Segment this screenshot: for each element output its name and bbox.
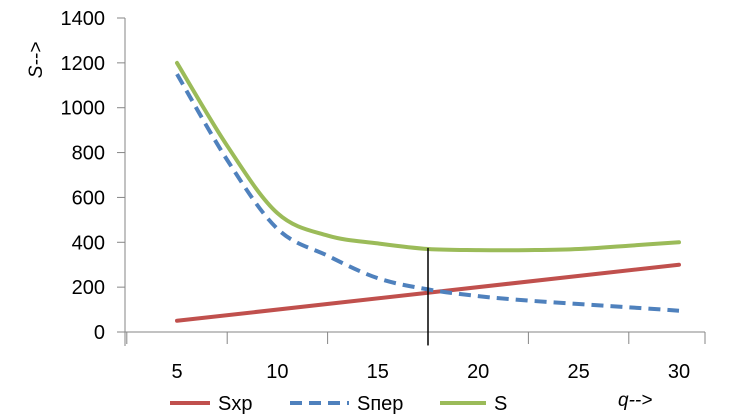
- y-tick-label: 1400: [61, 8, 106, 30]
- y-tick-label: 800: [72, 143, 105, 165]
- legend-item-sper: Sпер: [290, 393, 403, 414]
- x-axis-title: q-->: [618, 390, 652, 411]
- x-tick-label: 25: [567, 361, 589, 383]
- legend-label: Sхр: [218, 393, 252, 414]
- legend-item-sxr: Sхр: [170, 393, 252, 414]
- y-axis-title: S-->: [26, 42, 47, 78]
- y-tick-label: 200: [72, 277, 105, 299]
- y-tick-label: 0: [94, 322, 105, 344]
- x-tick-label: 30: [668, 361, 690, 383]
- x-tick-label: 5: [171, 361, 182, 383]
- y-tick-label: 1200: [61, 53, 106, 75]
- legend-item-s: S: [440, 393, 507, 414]
- x-tick-label: 20: [467, 361, 489, 383]
- legend: Sхр Sпер S: [170, 393, 507, 414]
- y-tick-label: 600: [72, 187, 105, 209]
- x-tick-label: 15: [367, 361, 389, 383]
- series-line-sper: [175, 73, 680, 313]
- x-tick-label: 10: [266, 361, 288, 383]
- legend-label: S: [494, 393, 507, 414]
- y-tick-label: 400: [72, 232, 105, 254]
- chart-axes: 0 200 400 600 800 1000 1200 1400 5 10 15 20 25 30: [61, 8, 706, 383]
- legend-label: Sпер: [357, 393, 403, 414]
- series-line-s: [175, 60, 681, 253]
- y-tick-label: 1000: [61, 98, 106, 120]
